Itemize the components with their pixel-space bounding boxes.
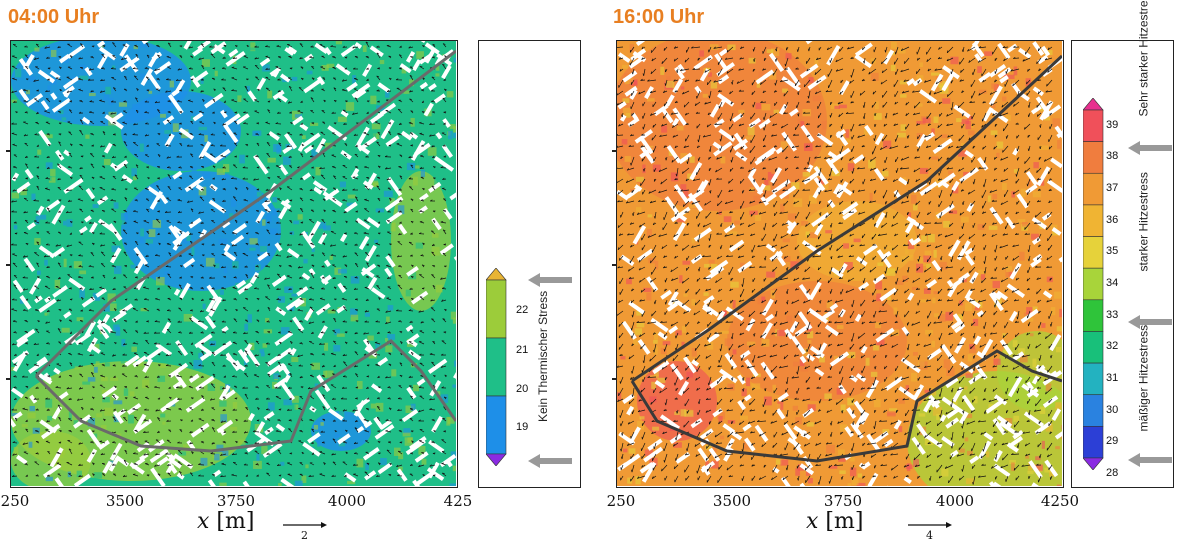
left-panel-title: 04:00 Uhr (8, 6, 100, 28)
x-tick-label: 3750 (823, 492, 863, 510)
x-axis-variable: x (806, 509, 819, 534)
right-colorbar (1083, 98, 1104, 470)
colorbar-level: 21 (516, 344, 529, 356)
colorbar-level: 29 (1106, 435, 1119, 448)
y-tick (612, 150, 617, 152)
colorbar-level: 31 (1106, 371, 1119, 384)
y-tick (6, 150, 11, 152)
category-label-starker: starker Hitzestress (1136, 172, 1151, 272)
colorbar-level: 19 (516, 421, 529, 433)
direction-arrow-icon (528, 273, 572, 287)
x-tick-label: 3750 (216, 492, 256, 510)
colorbar-level: 20 (516, 383, 529, 395)
direction-arrow-icon (528, 454, 572, 468)
left-colorbar (486, 268, 507, 466)
colorbar-level: 22 (516, 304, 529, 316)
x-axis-unit: [m] (825, 509, 864, 534)
vector-scale-label: 2 (301, 529, 308, 542)
x-tick-label: 250 (0, 492, 30, 510)
x-tick-label: 250 (606, 492, 636, 510)
vector-scale-arrow-icon (283, 522, 327, 528)
right-temperature-map (616, 40, 1064, 488)
x-axis-label: x [m] (197, 509, 254, 534)
x-tick-label: 4250 (1040, 492, 1080, 510)
category-label-maessiger: mäßiger Hitzestress (1136, 324, 1151, 432)
colorbar-level: 33 (1106, 308, 1119, 321)
category-label-kein-stress: Kein Thermischer Stress (536, 290, 550, 422)
colorbar-level: 28 (1106, 466, 1119, 479)
colorbar-level: 30 (1106, 403, 1119, 416)
right-panel-title: 16:00 Uhr (613, 6, 705, 28)
left-temperature-map (10, 40, 458, 488)
colorbar-level: 35 (1106, 245, 1119, 258)
vector-scale-arrow-icon (908, 522, 952, 528)
x-axis-unit: [m] (216, 509, 255, 534)
y-tick (612, 264, 617, 266)
vector-scale-label: 4 (926, 529, 933, 542)
direction-arrow-icon (1128, 315, 1172, 329)
x-tick-label: 4000 (935, 492, 975, 510)
colorbar-level: 39 (1106, 118, 1119, 131)
y-tick (6, 378, 11, 380)
y-tick (612, 378, 617, 380)
direction-arrow-icon (1128, 453, 1172, 467)
x-tick-label: 425 (443, 492, 473, 510)
x-tick-label: 3500 (712, 492, 752, 510)
x-axis-label: x [m] (806, 509, 863, 534)
colorbar-level: 32 (1106, 340, 1119, 353)
colorbar-level: 34 (1106, 277, 1119, 289)
direction-arrow-icon (1128, 141, 1172, 155)
y-tick (6, 264, 11, 266)
colorbar-level: 37 (1106, 182, 1119, 195)
x-axis-variable: x (197, 509, 210, 534)
colorbar-level: 38 (1106, 150, 1119, 163)
x-tick-label: 4000 (327, 492, 367, 510)
colorbar-level: 36 (1106, 213, 1119, 226)
x-tick-label: 3500 (105, 492, 145, 510)
category-label-sehr-starker: Sehr starker Hitzestress (1136, 0, 1151, 117)
